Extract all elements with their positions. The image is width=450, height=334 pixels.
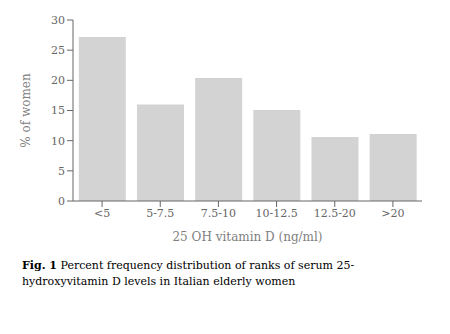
svg-text:20: 20 — [51, 74, 65, 87]
svg-text:<5: <5 — [94, 207, 110, 220]
svg-text:10: 10 — [51, 135, 65, 148]
svg-text:>20: >20 — [381, 207, 404, 220]
svg-text:7.5-10: 7.5-10 — [201, 207, 236, 220]
svg-text:% of women: % of women — [19, 73, 33, 148]
svg-text:30: 30 — [51, 14, 65, 27]
svg-text:10-12.5: 10-12.5 — [255, 207, 297, 220]
html-text:hydroxyvitamin D levels in Ita: hydroxyvitamin D levels in Italian elder… — [22, 275, 296, 288]
svg-text:15: 15 — [51, 104, 65, 117]
svg-text:12.5-20: 12.5-20 — [314, 207, 356, 220]
svg-text:5: 5 — [58, 165, 65, 178]
svg-text:25 OH vitamin D (ng/ml): 25 OH vitamin D (ng/ml) — [172, 230, 322, 244]
svg-text:5-7.5: 5-7.5 — [146, 207, 174, 220]
html-text:Fig. 1 Percent frequency distr: Fig. 1 Percent frequency distribution of… — [22, 259, 355, 272]
svg-text:0: 0 — [58, 195, 65, 208]
svg-text:25: 25 — [51, 44, 65, 57]
